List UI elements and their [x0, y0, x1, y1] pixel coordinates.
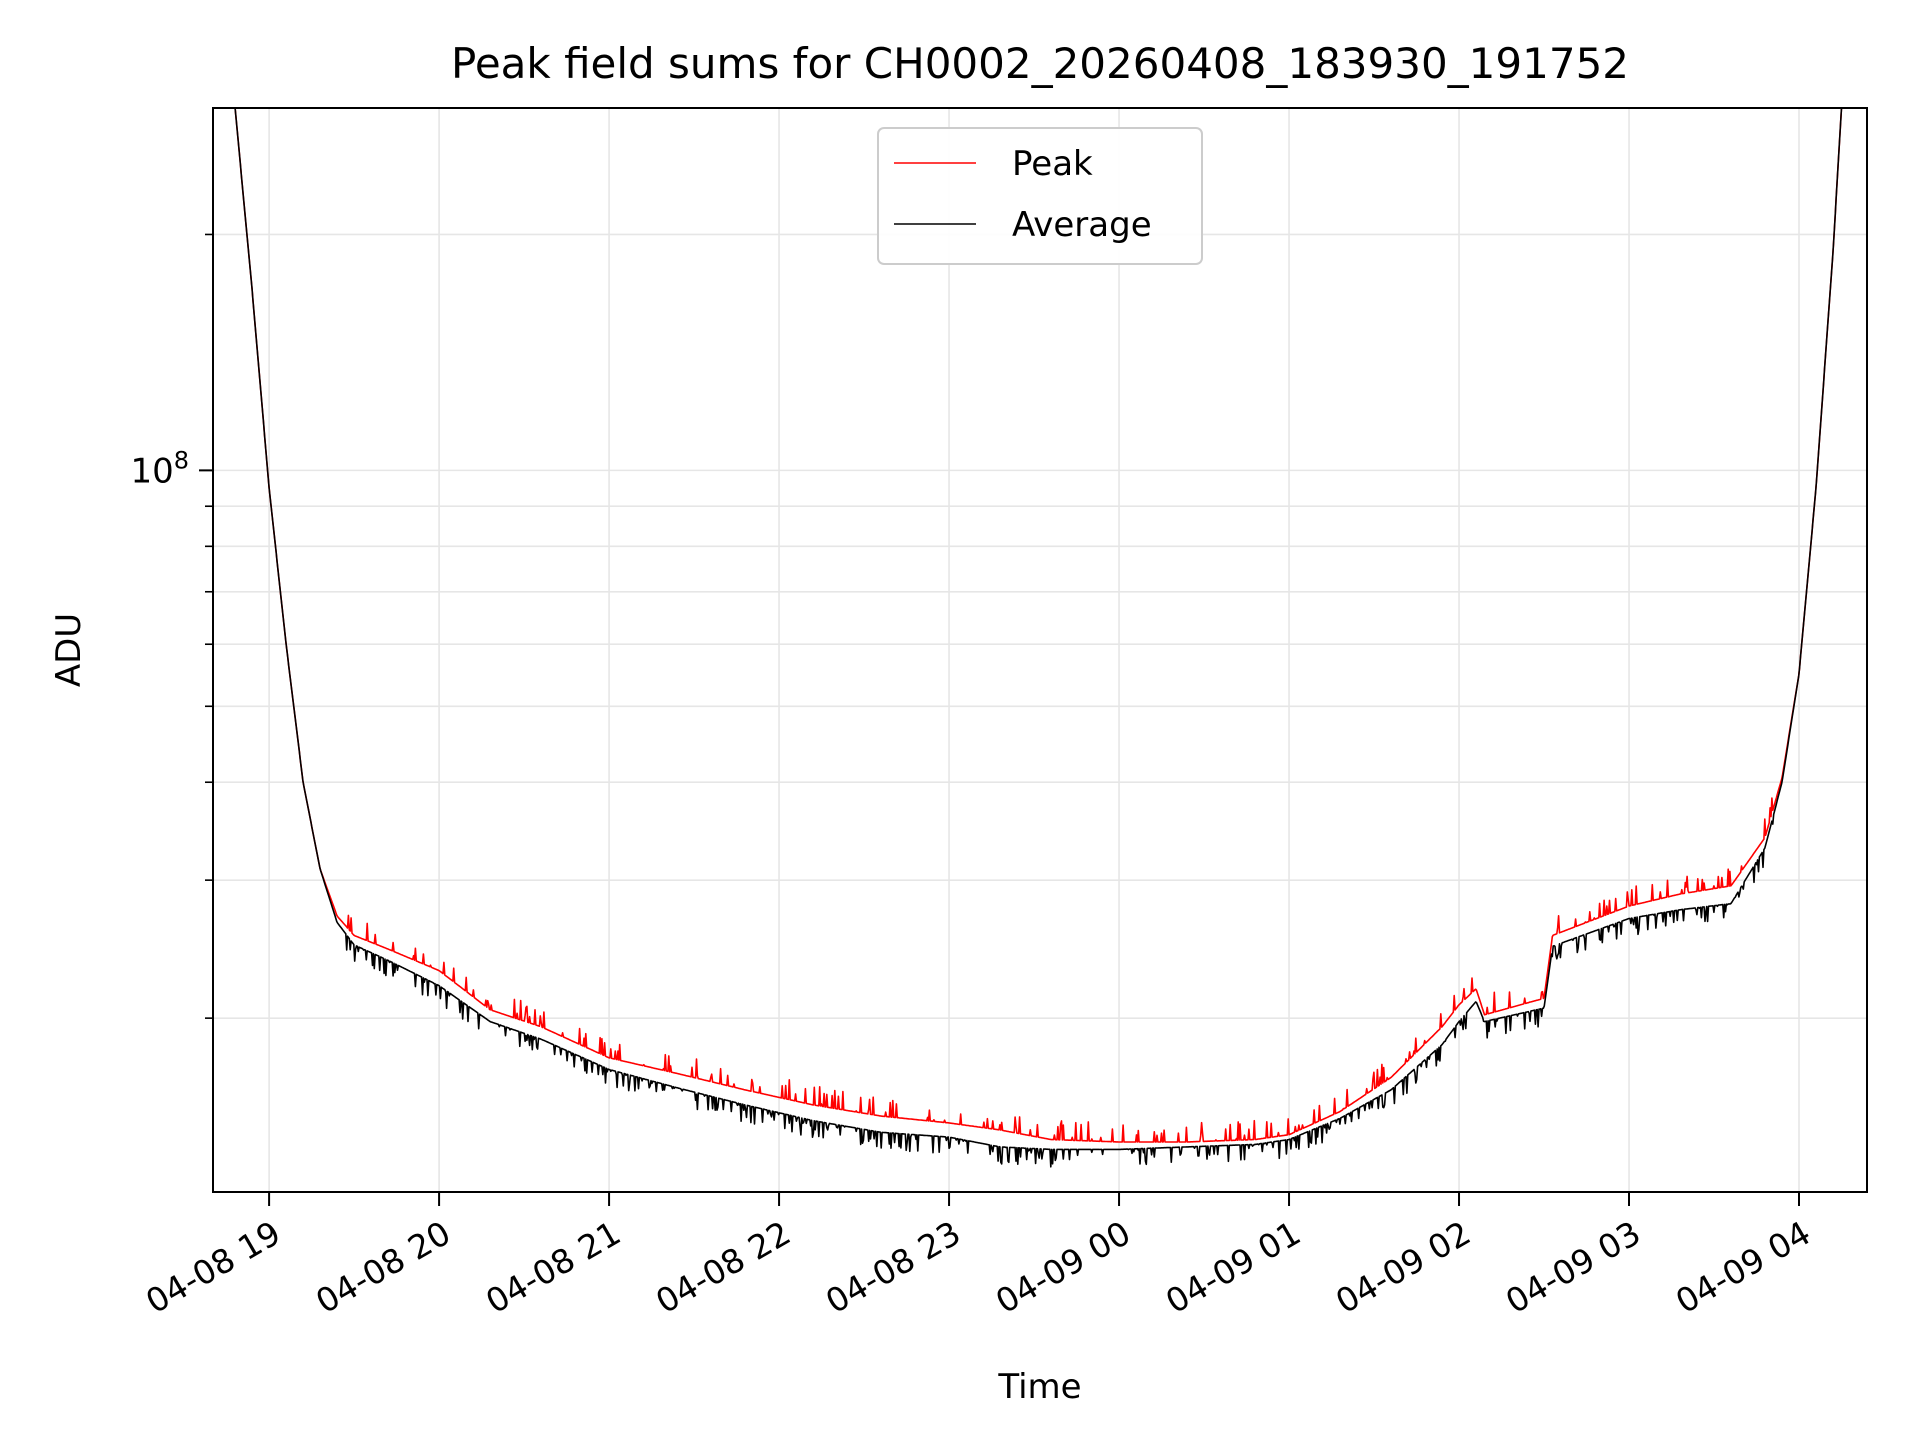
legend: Peak Average [877, 127, 1203, 265]
x-axis-label: Time [997, 1367, 1081, 1407]
chart-title: Peak field sums for CH0002_20260408_1839… [451, 39, 1629, 88]
plot-frame [212, 107, 1868, 1193]
series-line-peak [234, 108, 1843, 1143]
legend-peak-label: Peak [1012, 144, 1093, 184]
series-line-average [234, 108, 1843, 1168]
legend-average-label: Average [1012, 205, 1152, 245]
y-axis-label: ADU [49, 613, 89, 687]
series-layer [234, 108, 1843, 1168]
legend-box [877, 127, 1203, 265]
grid [213, 108, 1867, 1192]
y-tick-label: 108 [130, 446, 189, 491]
